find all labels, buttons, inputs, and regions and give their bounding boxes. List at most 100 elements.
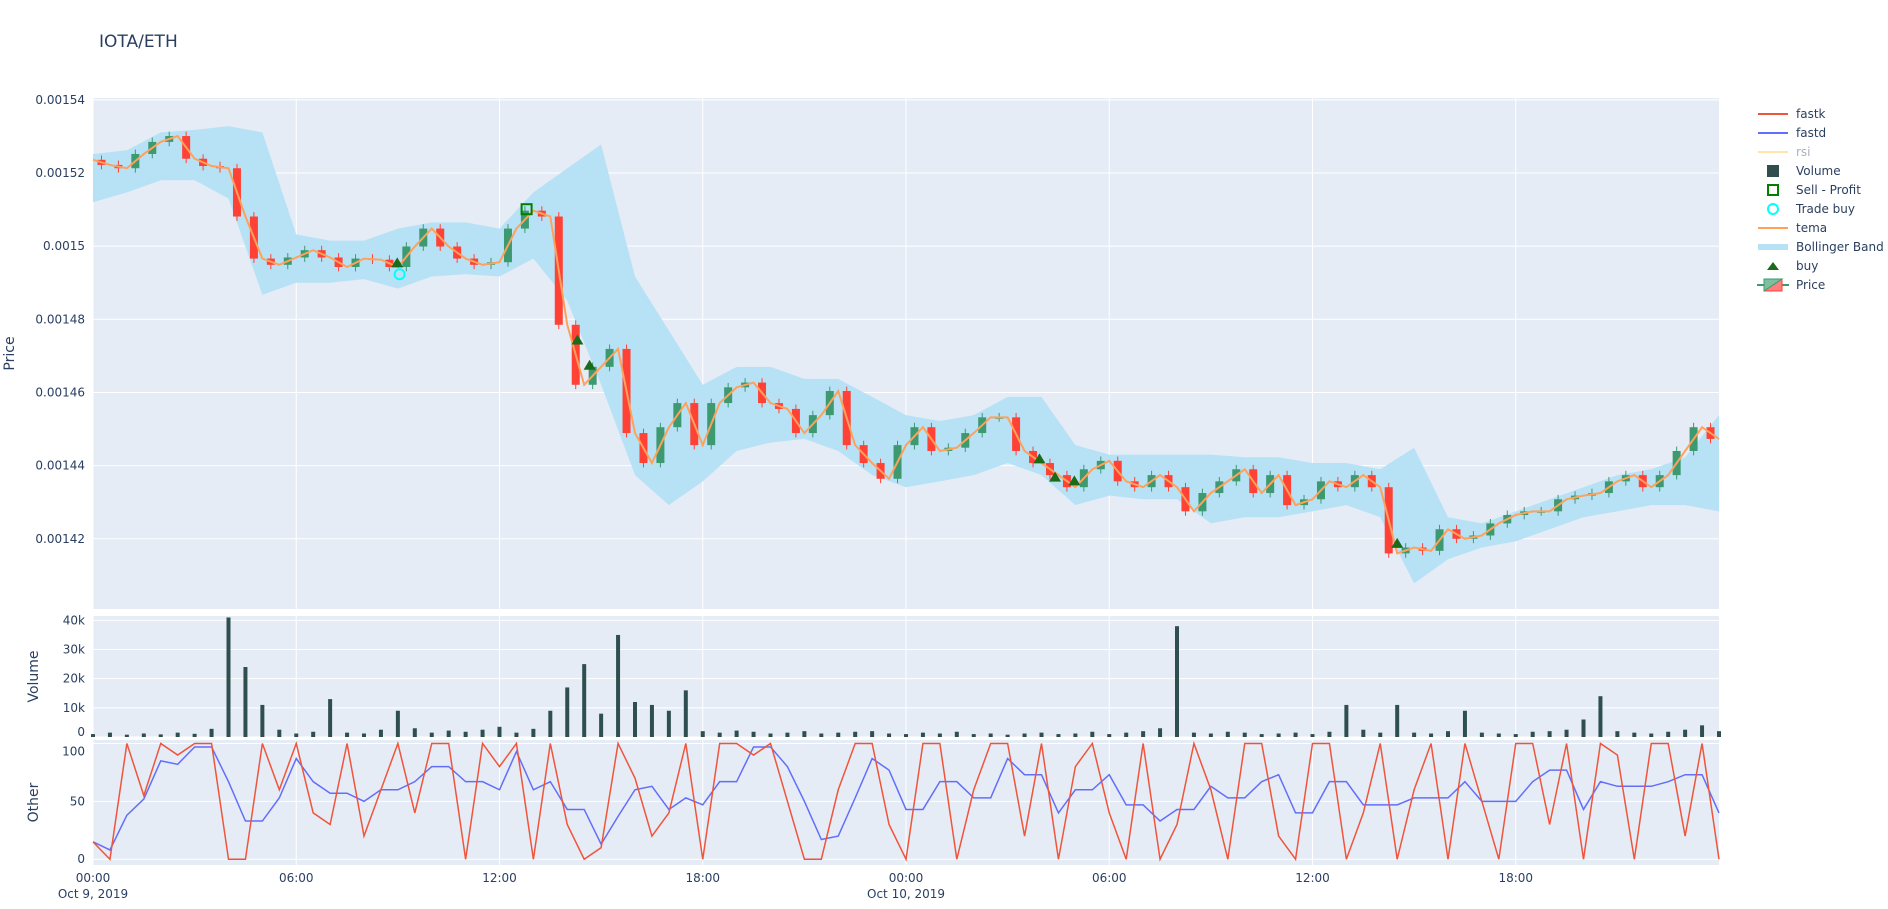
volume-bar [1598, 696, 1603, 737]
volume-bar [768, 733, 773, 737]
volume-bar [192, 733, 197, 737]
volume-bar [853, 731, 858, 737]
line-icon [1756, 221, 1790, 235]
x-tick-label: 18:00 [1498, 871, 1533, 885]
volume-bar [243, 667, 248, 737]
volume-bar [1446, 731, 1450, 737]
volume-bar [1276, 733, 1281, 737]
volume-bar [124, 734, 129, 737]
volume-bar [870, 731, 875, 737]
volume-bar [1293, 732, 1298, 737]
legend-item-sell-profit[interactable]: Sell - Profit [1756, 180, 1884, 199]
volume-bar [954, 731, 959, 737]
volume-bar [633, 702, 637, 737]
x-tick-date: Oct 10, 2019 [867, 887, 945, 901]
volume-bar [311, 731, 316, 737]
volume-bar [971, 734, 976, 737]
line-icon [1756, 145, 1790, 159]
volume-bar [988, 733, 993, 737]
volume-bar [666, 710, 671, 737]
volume-bar [599, 713, 604, 737]
volume-bar [378, 729, 383, 737]
volume-bar [226, 617, 231, 737]
bollinger-band [93, 126, 1719, 584]
fastk-line [92, 740, 1720, 862]
volume-bar [1056, 734, 1061, 737]
volume-ytick-label: 30k [63, 643, 85, 657]
volume-bar [1310, 734, 1315, 737]
volume-bar [937, 733, 942, 737]
legend-label: fastd [1796, 125, 1827, 140]
volume-bar [277, 729, 282, 737]
volume-bar [1666, 731, 1671, 737]
legend-item-fastd[interactable]: fastd [1756, 123, 1884, 142]
price-axis-title: Price [2, 336, 18, 370]
volume-bar [1717, 731, 1721, 737]
legend-item-price[interactable]: Price [1756, 275, 1884, 294]
volume-bar [751, 731, 756, 737]
buy-marker [583, 359, 596, 370]
volume-bar [819, 733, 824, 737]
volume-bar [531, 728, 536, 737]
volume-bar [1124, 732, 1129, 737]
volume-bar [1683, 729, 1688, 737]
legend-item-rsi[interactable]: rsi [1756, 142, 1884, 161]
volume-bar [887, 733, 892, 737]
volume-bar [734, 730, 739, 737]
volume-bar [1496, 733, 1501, 737]
volume-bar [1462, 710, 1467, 737]
price-ytick-label: 0.00152 [35, 166, 85, 180]
volume-bar [429, 732, 434, 737]
legend-item-volume[interactable]: Volume [1756, 161, 1884, 180]
volume-bar [141, 733, 146, 737]
volume-bar [91, 734, 95, 737]
x-tick-label: 00:00 [889, 871, 924, 885]
buy-marker [1391, 537, 1404, 548]
price-ytick-label: 0.0015 [43, 239, 85, 253]
volume-bar [616, 634, 621, 737]
volume-bar [920, 732, 925, 737]
volume-bar [1378, 732, 1383, 737]
volume-bar [717, 732, 722, 737]
fastd-line [92, 746, 1720, 851]
other-ytick-label: 50 [70, 794, 85, 808]
volume-bar [294, 733, 299, 737]
legend-item-bollinger-band[interactable]: Bollinger Band [1756, 237, 1884, 256]
volume-bar [1175, 626, 1179, 737]
volume-bar [1700, 725, 1705, 737]
volume-bar [1547, 731, 1552, 737]
volume-bar [362, 733, 366, 737]
x-tick-label: 00:00 [76, 871, 111, 885]
legend-item-fastk[interactable]: fastk [1756, 104, 1884, 123]
volume-bar [836, 732, 841, 737]
legend-label: Sell - Profit [1796, 182, 1861, 197]
legend-item-buy[interactable]: buy [1756, 256, 1884, 275]
candle-icon [1756, 278, 1790, 292]
volume-bar [1344, 704, 1349, 737]
trade-buy-marker [393, 268, 406, 281]
volume-ytick-label: 0 [77, 725, 85, 739]
volume-bar [904, 734, 908, 737]
legend-item-trade-buy[interactable]: Trade buy [1756, 199, 1884, 218]
volume-bar [1073, 733, 1078, 737]
volume-bar [480, 729, 485, 737]
volume-bar [345, 732, 350, 737]
volume-bar [1039, 732, 1044, 737]
volume-bar [1530, 731, 1535, 737]
legend-label: Trade buy [1796, 201, 1855, 216]
legend-label: Volume [1796, 163, 1841, 178]
volume-bar [158, 734, 163, 737]
volume-bar [700, 731, 705, 737]
x-tick-date: Oct 9, 2019 [58, 887, 128, 901]
volume-bar [1022, 733, 1027, 737]
volume-bar [1191, 732, 1196, 737]
chart-title: IOTA/ETH [99, 32, 178, 52]
legend-item-tema[interactable]: tema [1756, 218, 1884, 237]
square-icon [1756, 164, 1790, 178]
volume-bar [1581, 719, 1586, 737]
circle-open-icon [1756, 202, 1790, 216]
x-tick-label: 06:00 [1092, 871, 1127, 885]
price-ytick-label: 0.00148 [35, 312, 85, 326]
legend-label: rsi [1796, 144, 1811, 159]
